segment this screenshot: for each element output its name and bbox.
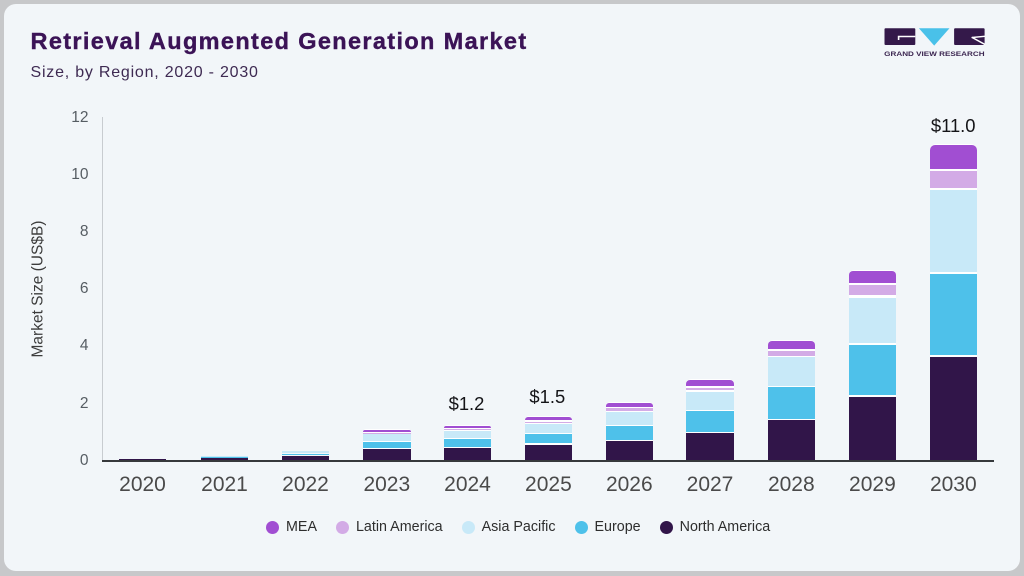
svg-text:GRAND VIEW RESEARCH: GRAND VIEW RESEARCH [884,51,984,58]
